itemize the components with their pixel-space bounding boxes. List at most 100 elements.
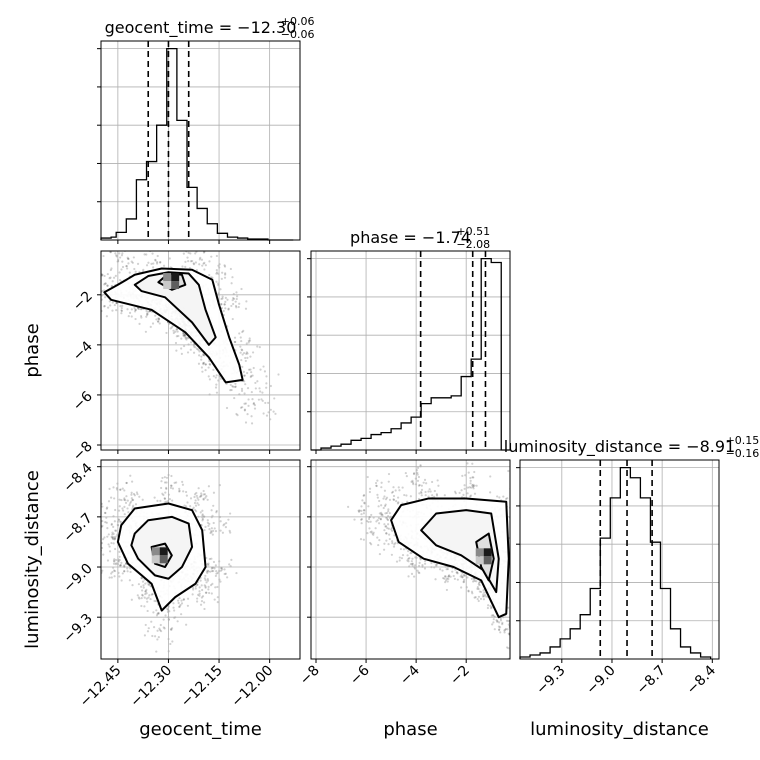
scatter-point (95, 306, 97, 308)
scatter-point (120, 521, 123, 524)
scatter-point (203, 268, 206, 271)
scatter-point (211, 533, 214, 536)
y-axis-label-phase: phase (22, 323, 43, 377)
scatter-point (164, 614, 167, 617)
scatter-point (200, 494, 203, 497)
scatter-point (453, 490, 457, 493)
scatter-point (177, 599, 180, 602)
scatter-point (234, 300, 237, 303)
scatter-point (524, 480, 526, 482)
scatter-point (521, 562, 523, 564)
scatter-point (67, 285, 69, 287)
scatter-point (134, 270, 137, 273)
scatter-point (112, 536, 115, 539)
scatter-point (523, 638, 525, 640)
scatter-point (169, 327, 172, 330)
scatter-point (125, 481, 128, 485)
x-tick-label-phase-1: −6 (347, 662, 373, 688)
scatter-point (462, 493, 465, 496)
scatter-point (204, 585, 207, 588)
histogram-title-sub-geocent_time: −0.06 (281, 28, 315, 41)
scatter-point (492, 621, 495, 624)
scatter-point (136, 594, 139, 597)
scatter-point (223, 572, 226, 576)
scatter-point (204, 264, 207, 267)
scatter-point (76, 291, 78, 293)
scatter-point (215, 570, 218, 573)
scatter-point (93, 265, 95, 267)
scatter-point (530, 569, 532, 571)
scatter-point (103, 283, 106, 286)
scatter-point (250, 422, 254, 425)
scatter-point (105, 521, 108, 524)
scatter-point (170, 474, 173, 478)
scatter-point (229, 389, 232, 392)
scatter-point (469, 494, 473, 497)
scatter-point (367, 517, 371, 521)
scatter-point (133, 310, 137, 313)
scatter-point (119, 488, 122, 491)
scatter-point (108, 576, 111, 579)
scatter-point (511, 566, 513, 568)
scatter-point (412, 483, 415, 486)
scatter-point (375, 520, 378, 523)
scatter-point (193, 501, 197, 505)
scatter-point (129, 502, 132, 505)
scatter-point (181, 265, 184, 268)
scatter-point (180, 337, 183, 340)
scatter-point (431, 480, 434, 484)
scatter-point (528, 641, 530, 643)
scatter-point (250, 371, 253, 374)
scatter-point (209, 570, 212, 573)
scatter-point (141, 594, 144, 597)
scatter-point (154, 259, 157, 262)
scatter-point (112, 559, 116, 562)
scatter-point (205, 591, 208, 594)
scatter-point (127, 315, 130, 318)
scatter-point (514, 554, 516, 556)
scatter-point (240, 339, 243, 343)
scatter-point (137, 596, 140, 599)
scatter-point (507, 619, 510, 623)
scatter-point (123, 498, 126, 501)
scatter-point (159, 499, 162, 502)
scatter-point (420, 494, 423, 497)
scatter-point (265, 382, 268, 385)
scatter-point (454, 492, 457, 495)
scatter-point (243, 402, 246, 405)
scatter-point (417, 484, 421, 487)
scatter-point (131, 498, 135, 501)
scatter-point (147, 310, 150, 313)
scatter-point (399, 547, 403, 551)
scatter-point (370, 513, 373, 517)
scatter-point (406, 554, 409, 557)
scatter-point (413, 575, 416, 578)
scatter-point (186, 336, 189, 340)
scatter-point (88, 285, 90, 287)
scatter-point (149, 584, 152, 588)
histogram-step-luminosity_distance (519, 467, 712, 659)
scatter-point (206, 563, 209, 566)
scatter-point (155, 650, 158, 653)
scatter-point (210, 531, 213, 534)
scatter-point (144, 582, 147, 585)
scatter-point (360, 518, 363, 521)
scatter-point (142, 268, 145, 271)
scatter-point (106, 535, 109, 538)
scatter-point (214, 376, 217, 379)
scatter-point (411, 564, 414, 567)
scatter-point (253, 404, 256, 407)
scatter-point (249, 355, 252, 358)
scatter-point (130, 598, 133, 601)
scatter-point (140, 604, 143, 608)
scatter-point (101, 519, 104, 523)
scatter-point (201, 264, 204, 267)
scatter-point (471, 484, 474, 487)
scatter-point (431, 494, 434, 497)
scatter-point (113, 537, 117, 540)
scatter-point (177, 601, 180, 605)
scatter-point (151, 634, 154, 638)
scatter-point (512, 551, 514, 553)
scatter-point (392, 494, 396, 498)
scatter-point (463, 487, 466, 490)
